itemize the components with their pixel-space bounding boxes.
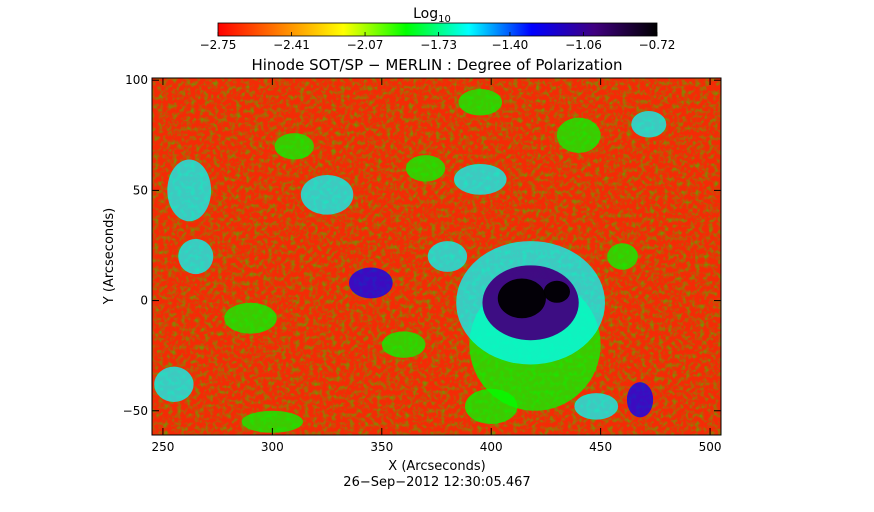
x-tick-label: 500 — [699, 440, 722, 454]
network-region — [381, 331, 426, 358]
sunspot-umbra-region — [543, 280, 570, 303]
colorbar-tick-label: −2.07 — [347, 38, 384, 52]
colorbar-tick-label: −2.75 — [200, 38, 237, 52]
x-tick-label: 350 — [370, 440, 393, 454]
network-region — [167, 159, 212, 222]
y-axis-label: Y (Arcseconds) — [102, 208, 117, 305]
y-tick-label: 100 — [125, 73, 148, 87]
network-region — [607, 243, 638, 270]
colorbar-tick-label: −2.41 — [273, 38, 310, 52]
network-region — [427, 241, 468, 272]
network-region — [241, 410, 304, 433]
network-region — [631, 111, 667, 138]
network-region — [458, 89, 503, 116]
network-region — [454, 163, 507, 195]
network-region — [348, 267, 393, 299]
network-region — [224, 302, 277, 334]
timestamp: 26−Sep−2012 12:30:05.467 — [343, 475, 530, 490]
x-tick-label: 250 — [151, 440, 174, 454]
colorbar-tick-label: −1.06 — [565, 38, 602, 52]
network-region — [178, 238, 214, 275]
network-region — [405, 155, 446, 182]
network-region — [626, 382, 654, 418]
chart-title: Hinode SOT/SP − MERLIN : Degree of Polar… — [251, 56, 622, 74]
x-tick-label: 450 — [589, 440, 612, 454]
colorbar-tick-label: −1.73 — [420, 38, 457, 52]
network-region — [274, 133, 314, 160]
x-axis: 250 300 350 400 450 500 — [151, 78, 722, 454]
colorbar-ticks: −2.75 −2.41 −2.07 −1.73 −1.40 −1.06 −0.72 — [200, 32, 676, 52]
colorbar-label: Log10 — [413, 6, 451, 25]
x-tick-label: 300 — [261, 440, 284, 454]
polarization-features — [154, 89, 667, 433]
sunspot-umbra-region — [497, 278, 546, 319]
x-axis-label: X (Arcseconds) — [388, 459, 485, 474]
network-region — [574, 393, 619, 420]
y-tick-label: −50 — [123, 404, 148, 418]
network-region — [556, 117, 601, 153]
network-region — [464, 388, 518, 424]
colorbar: Log10 −2.75 −2.41 −2.07 −1.73 −1.40 −1.06 −0.7… — [200, 6, 676, 52]
y-tick-label: 50 — [133, 183, 148, 197]
y-tick-label: 0 — [140, 294, 148, 308]
colorbar-gradient — [217, 22, 658, 37]
network-region — [154, 366, 194, 402]
colorbar-tick-label: −1.40 — [492, 38, 529, 52]
network-region — [300, 174, 354, 215]
plot-area: 250 300 350 400 450 500 −50 0 50 100 — [123, 73, 722, 454]
plot-frame — [151, 77, 722, 436]
y-axis: −50 0 50 100 — [123, 73, 721, 418]
x-tick-label: 400 — [480, 440, 503, 454]
colorbar-tick-label: −0.72 — [639, 38, 676, 52]
